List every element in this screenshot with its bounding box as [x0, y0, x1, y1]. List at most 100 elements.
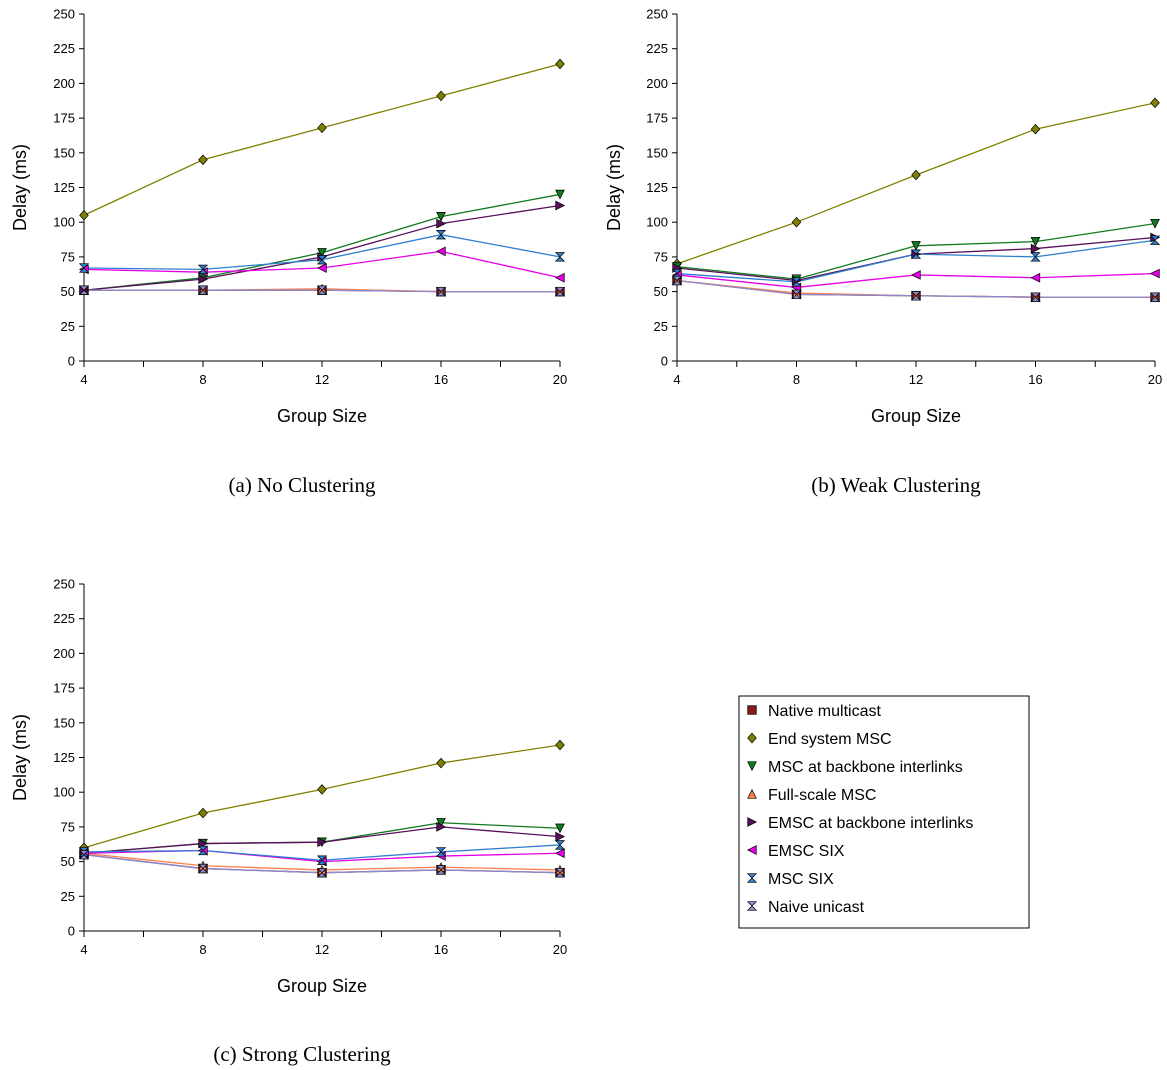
data-point-msc-six — [78, 263, 90, 273]
data-point-end-system-msc — [911, 169, 921, 181]
data-point-msc-six — [316, 255, 328, 265]
y-tick-label: 150 — [53, 145, 75, 160]
data-point-naive-unicast — [554, 286, 566, 297]
x-tick-label: 16 — [1028, 372, 1042, 387]
data-point-end-system-msc — [198, 154, 208, 166]
y-axis-title: Delay (ms) — [10, 144, 30, 231]
data-point-end-system-msc — [1030, 123, 1041, 135]
data-point-emsc-six — [554, 848, 565, 859]
x-axis-title: Group Size — [277, 406, 367, 426]
data-point-naive-unicast — [78, 285, 90, 295]
x-tick-label: 8 — [793, 372, 800, 387]
x-tick-label: 4 — [673, 372, 680, 387]
panel-weak-clustering: 0 25 50 75 100 125 150 175 200 225 250 4 8 12 16 20 Grou… — [604, 7, 1162, 498]
series-line-msc-at-backbone-interlinks — [83, 193, 561, 291]
y-tick-label: 25 — [61, 319, 75, 334]
data-point-end-system-msc — [317, 784, 327, 795]
data-point-msc-six — [197, 845, 209, 856]
series-points-msc-at-backbone-interlinks — [79, 189, 565, 296]
data-point-naive-unicast — [435, 865, 447, 875]
legend-marker-msc-six — [746, 873, 758, 883]
panel-caption: (a) No Clustering — [229, 473, 376, 497]
y-tick-label: 50 — [61, 854, 75, 869]
y-tick-label: 250 — [53, 577, 75, 592]
data-point-naive-unicast — [197, 285, 209, 295]
series-points-naive-unicast — [78, 285, 566, 297]
legend-label: EMSC SIX — [768, 843, 845, 860]
series-points-msc-six — [671, 235, 1161, 287]
y-tick-label: 125 — [53, 750, 75, 765]
y-tick-label: 75 — [654, 249, 668, 264]
data-point-emsc-six — [910, 270, 921, 280]
data-point-msc-six — [791, 277, 802, 287]
data-point-msc-at-backbone-interlinks — [436, 818, 446, 828]
data-point-msc-six — [435, 847, 447, 857]
data-point-msc-at-backbone-interlinks — [911, 241, 921, 251]
series-points-naive-unicast — [671, 275, 1161, 302]
x-axis-title: Group Size — [871, 406, 961, 426]
y-tick-label: 200 — [53, 646, 75, 661]
x-tick-label: 16 — [434, 942, 448, 957]
legend-marker-native-multicast — [747, 705, 757, 715]
panel-no-clustering: 0 25 50 75 100 125 150 175 200 225 250 4 8 12 16 20 Grou… — [10, 7, 567, 498]
legend-item-full-scale-msc: Full-scale MSC — [747, 787, 876, 804]
y-tick-label: 100 — [646, 215, 668, 230]
data-point-naive-unicast — [78, 850, 90, 860]
data-point-emsc-six — [1149, 268, 1160, 279]
series-points-end-system-msc — [79, 58, 565, 221]
legend-item-msc-six: MSC SIX — [746, 871, 834, 888]
data-point-naive-unicast — [435, 286, 447, 297]
series-points-end-system-msc — [79, 739, 565, 854]
data-point-msc-at-backbone-interlinks — [436, 211, 446, 222]
y-tick-label: 100 — [53, 215, 75, 230]
data-point-msc-six — [197, 264, 209, 275]
data-point-naive-unicast — [1149, 292, 1161, 302]
x-tick-label: 16 — [434, 372, 448, 387]
data-point-end-system-msc — [317, 122, 327, 134]
data-point-emsc-six — [554, 272, 565, 283]
legend-item-msc-at-backbone-interlinks: MSC at backbone interlinks — [747, 759, 963, 776]
series-points-emsc-at-backbone-interlinks — [79, 200, 566, 296]
x-tick-label: 20 — [553, 942, 567, 957]
x-tick-label: 8 — [199, 942, 206, 957]
x-tick-label: 4 — [80, 942, 87, 957]
x-tick-label: 12 — [315, 372, 329, 387]
y-tick-label: 175 — [646, 111, 668, 126]
data-point-emsc-at-backbone-interlinks — [198, 838, 209, 849]
data-point-msc-at-backbone-interlinks — [1030, 236, 1041, 247]
legend-marker-full-scale-msc — [747, 788, 757, 799]
x-tick-label: 20 — [1148, 372, 1162, 387]
y-tick-label: 50 — [654, 284, 668, 299]
legend-item-emsc-at-backbone-interlinks: EMSC at backbone interlinks — [747, 815, 973, 832]
data-point-msc-six — [1149, 235, 1161, 245]
panel-strong-clustering: 0 25 50 75 100 125 150 175 200 225 250 4 8 12 16 20 Grou… — [10, 577, 567, 1067]
data-point-emsc-at-backbone-interlinks — [436, 822, 447, 832]
panel-caption: (c) Strong Clustering — [213, 1042, 391, 1066]
legend-marker-emsc-six — [746, 845, 757, 855]
x-tick-label: 12 — [315, 942, 329, 957]
y-axis-title: Delay (ms) — [604, 144, 624, 231]
data-point-end-system-msc — [436, 90, 446, 102]
data-point-end-system-msc — [791, 216, 802, 228]
data-point-msc-at-backbone-interlinks — [555, 189, 565, 200]
data-point-end-system-msc — [555, 58, 565, 70]
data-point-emsc-six — [1030, 272, 1041, 283]
data-point-naive-unicast — [554, 868, 566, 878]
data-point-naive-unicast — [791, 289, 802, 300]
data-point-emsc-at-backbone-interlinks — [555, 831, 566, 842]
series-line-end-system-msc — [83, 63, 561, 216]
y-tick-label: 0 — [68, 924, 75, 939]
data-point-end-system-msc — [555, 739, 565, 751]
data-point-end-system-msc — [436, 757, 446, 769]
x-axis-title: Group Size — [277, 976, 367, 996]
panel-caption: (b) Weak Clustering — [811, 473, 981, 497]
data-point-msc-six — [435, 230, 447, 240]
y-tick-label: 75 — [61, 249, 75, 264]
legend-label: Naive unicast — [768, 899, 865, 916]
series-points-msc-six — [78, 230, 566, 275]
y-tick-label: 175 — [53, 681, 75, 696]
legend-item-emsc-six: EMSC SIX — [746, 843, 845, 860]
data-point-naive-unicast — [316, 285, 328, 295]
y-tick-label: 200 — [646, 76, 668, 91]
